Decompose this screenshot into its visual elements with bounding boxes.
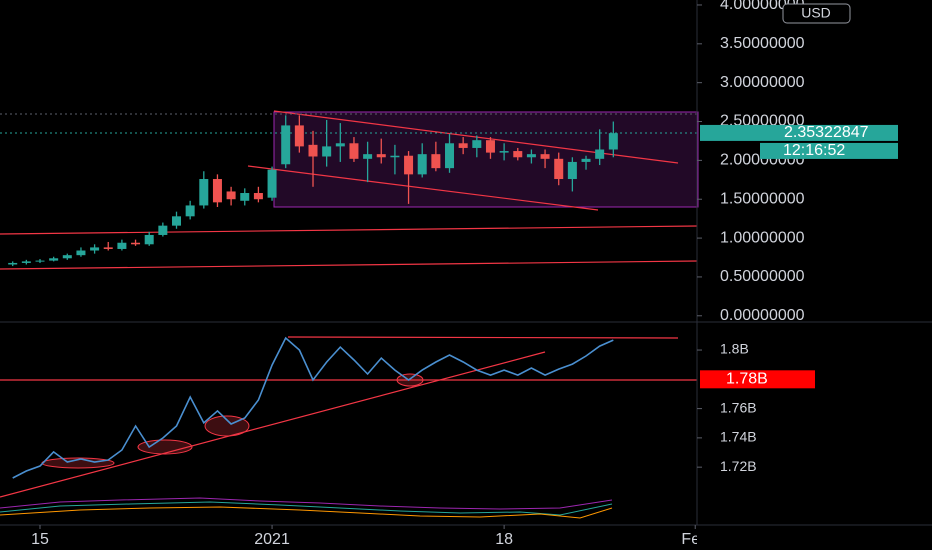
y-tick-label: 1.72B [720, 458, 757, 474]
resistance-line [287, 336, 679, 339]
support-line [0, 260, 698, 270]
candle-body [472, 140, 482, 148]
candle-body [240, 193, 250, 201]
candle-body [404, 155, 414, 175]
countdown-badge [760, 142, 898, 159]
candle-body [35, 260, 45, 262]
candle-body [226, 191, 236, 200]
y-tick-label: 1.00000000 [720, 229, 805, 246]
candle-body [117, 242, 127, 249]
highlight [137, 439, 193, 455]
candle-body [76, 250, 86, 256]
candle-body [335, 143, 345, 147]
candle-body [363, 154, 373, 159]
x-tick-label: 18 [495, 531, 513, 548]
candle-body [554, 158, 564, 180]
candle-body [417, 154, 427, 175]
candle-body [608, 133, 618, 150]
candle-body [21, 261, 31, 263]
candle-body [595, 149, 605, 159]
candle-body [322, 146, 332, 157]
candle-body [199, 179, 209, 206]
y-tick-label: 1.76B [720, 399, 757, 415]
candle-body [281, 125, 291, 165]
candle-body [212, 179, 222, 203]
candle-body [540, 154, 550, 159]
candle-body [62, 255, 72, 259]
candle-body [567, 161, 577, 180]
y-tick-label: 3.00000000 [720, 74, 805, 91]
candle-body [185, 205, 195, 217]
support-line [0, 225, 698, 235]
indicator [0, 497, 613, 510]
trend-line [273, 110, 679, 164]
x-tick-label: 15 [31, 531, 49, 548]
candle-body [103, 247, 113, 249]
y-tick-label: 0.50000000 [720, 268, 805, 285]
y-tick-label: 0.00000000 [720, 307, 805, 324]
candle-body [144, 234, 154, 245]
candle-body [349, 143, 359, 159]
candle-body [581, 158, 591, 162]
candle-body [485, 140, 495, 153]
candle-body [172, 216, 182, 226]
candle-body [431, 154, 441, 169]
currency-badge[interactable] [782, 3, 851, 24]
candle-body [158, 225, 168, 235]
candle-body [267, 169, 277, 198]
y-tick-label: 1.50000000 [720, 190, 805, 207]
indicator [0, 501, 613, 516]
trend-line [247, 165, 599, 211]
last-price-label: 2.35322847 [784, 124, 869, 141]
drawings [0, 0, 932, 526]
level-label: 1.78B [726, 371, 768, 388]
y-tick-label: 1.8B [720, 341, 749, 357]
candle-body [8, 262, 18, 265]
last-price-badge [700, 124, 898, 141]
indicator [0, 506, 613, 519]
currency-label[interactable]: USD [801, 5, 831, 21]
candle-body [294, 125, 304, 147]
candle-body [253, 193, 263, 200]
candle-body [445, 143, 455, 169]
candle-body [90, 247, 100, 251]
y-tick-label: 1.74B [720, 429, 757, 445]
candle-body [526, 154, 536, 158]
candle-body [131, 242, 141, 245]
countdown-label: 12:16:52 [783, 142, 845, 159]
candle-body [499, 151, 509, 153]
x-tick-label: 2021 [254, 531, 290, 548]
highlight [396, 373, 424, 387]
candle-body [513, 151, 523, 158]
x-tick-label: Feb [681, 531, 709, 548]
level-badge [700, 370, 815, 389]
candle-body [49, 258, 59, 261]
candle-body [308, 144, 318, 157]
y-tick-label: 3.50000000 [720, 35, 805, 52]
line-series [12, 336, 614, 479]
candle-body [376, 154, 386, 158]
candle-body [458, 143, 468, 148]
range-box [273, 111, 699, 208]
trend-line [0, 351, 546, 498]
candle-body [390, 155, 400, 158]
